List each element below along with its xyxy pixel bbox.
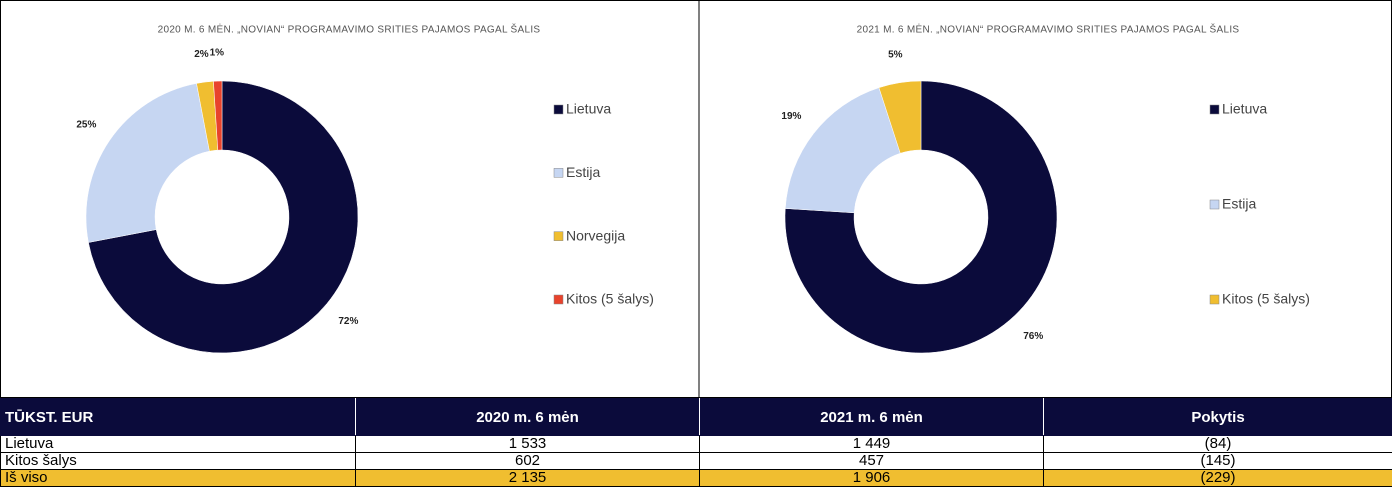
header-cell: 2020 m. 6 mėn <box>355 398 700 436</box>
table-cell: (229) <box>1043 469 1392 487</box>
table-cell: (84) <box>1043 435 1392 453</box>
legend-swatch <box>1209 104 1220 115</box>
table-cell: 1 906 <box>699 469 1044 487</box>
header-cell: TŪKST. EUR <box>0 398 356 436</box>
donut-slice <box>85 83 210 243</box>
table-cell: (145) <box>1043 452 1392 470</box>
data-label: 5% <box>888 50 903 61</box>
table: TŪKST. EUR 2020 m. 6 mėn 2021 m. 6 mėn Poky… <box>0 398 1392 487</box>
table-cell: 1 533 <box>355 435 700 453</box>
legend-label: Estija <box>566 164 600 180</box>
table-cell: Kitos šalys <box>0 452 356 470</box>
table-cell: 602 <box>355 452 700 470</box>
legend-swatch <box>553 231 564 241</box>
charts: 2020 M. 6 MĖN. „NOVIAN“ PROGRAMAVIMO SRI… <box>0 0 1392 398</box>
table-row: Iš viso 2 135 1 906 (229) <box>0 469 1392 487</box>
header-cell: Pokytis <box>1043 398 1392 436</box>
table-cell: 1 449 <box>699 435 1044 453</box>
legend-label: Lietuva <box>566 101 611 117</box>
table-cell: 457 <box>699 452 1044 470</box>
data-label: 1% <box>210 48 225 59</box>
table-cell: Iš viso <box>0 469 356 487</box>
legend-swatch <box>553 104 564 115</box>
donut-slice <box>88 80 359 354</box>
data-label: 19% <box>781 111 801 122</box>
data-label: 72% <box>338 316 358 327</box>
legend-label: Estija <box>1222 196 1256 212</box>
table-row: Kitos šalys 602 457 (145) <box>0 452 1392 470</box>
chart-title: 2021 M. 6 MĖN. „NOVIAN“ PROGRAMAVIMO SRI… <box>857 23 1240 36</box>
header-cell: 2021 m. 6 mėn <box>699 398 1044 436</box>
header-row: TŪKST. EUR 2020 m. 6 mėn 2021 m. 6 mėn Poky… <box>0 398 1392 436</box>
data-label: 25% <box>76 119 96 130</box>
legend-label: Norvegija <box>566 227 625 243</box>
legend-swatch <box>553 294 564 305</box>
legend-swatch <box>1209 199 1220 210</box>
legend-label: Lietuva <box>1222 101 1267 117</box>
legend-label: Kitos (5 šalys) <box>1222 291 1310 307</box>
legend-swatch <box>553 168 564 178</box>
legend-swatch <box>1209 294 1220 305</box>
donut-slice <box>878 80 922 154</box>
table-cell: Lietuva <box>0 435 356 453</box>
table-row: Lietuva 1 533 1 449 (84) <box>0 435 1392 453</box>
donut-slice <box>784 80 1058 354</box>
donut-slice <box>785 87 901 214</box>
table-cell: 2 135 <box>355 469 700 487</box>
data-label: 76% <box>1023 331 1043 342</box>
donut-slice <box>213 80 223 151</box>
chart-title: 2020 M. 6 MĖN. „NOVIAN“ PROGRAMAVIMO SRI… <box>158 23 541 36</box>
data-label: 2% <box>194 49 209 60</box>
legend-label: Kitos (5 šalys) <box>566 291 654 307</box>
